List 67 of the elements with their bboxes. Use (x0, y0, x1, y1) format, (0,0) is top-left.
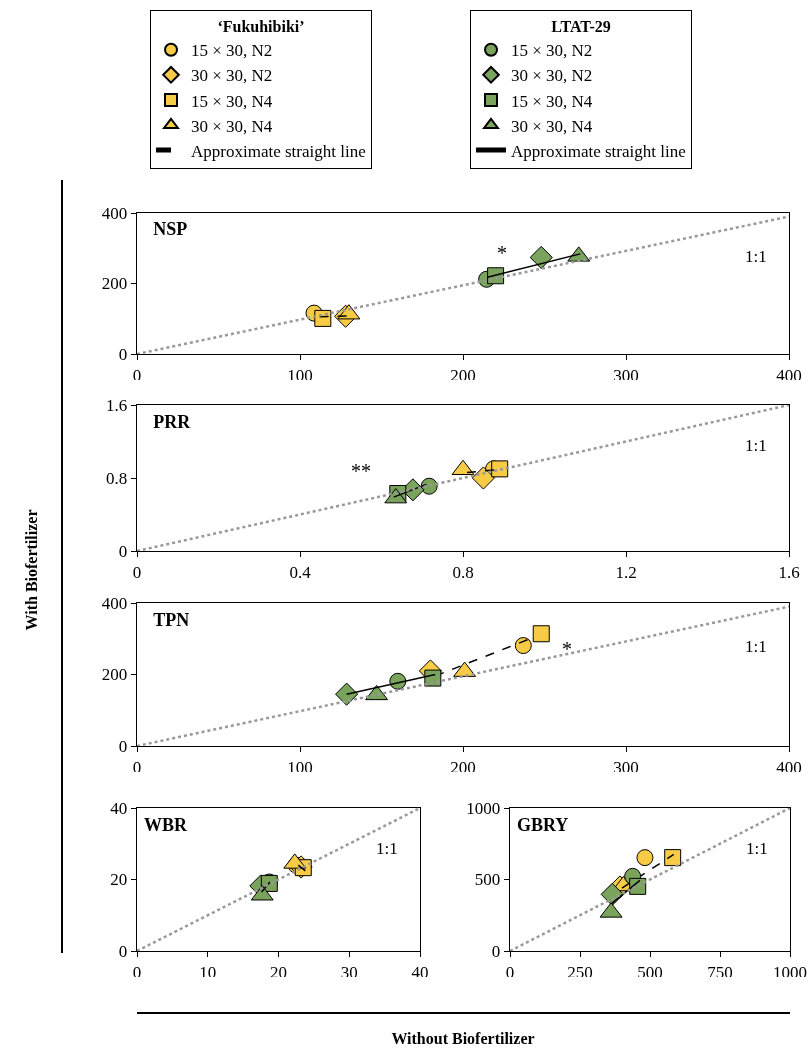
legend-label: 30 × 30, N2 (511, 66, 593, 86)
legend-label: 15 × 30, N2 (511, 41, 593, 61)
legend-label: 30 × 30, N4 (511, 116, 593, 136)
x-tick-label: 1.2 (615, 562, 637, 582)
x-tick-label: 500 (637, 962, 663, 982)
chart-title: WBR (144, 814, 189, 835)
x-tick-label: 0 (132, 962, 142, 982)
y-tick-label: 1.6 (106, 395, 128, 415)
y-tick-label: 0 (118, 541, 128, 561)
x-tick-label: 250 (567, 962, 593, 982)
y-axis-title: With Biofertilizer (23, 509, 41, 631)
y-tick-label: 400 (101, 203, 128, 223)
text: LTAT-29 (551, 18, 611, 36)
chart-title: NSP (153, 219, 188, 240)
annotation: * (497, 242, 507, 264)
legend-label: 15 × 30, N2 (191, 41, 273, 61)
chart-title: TPN (153, 609, 190, 630)
y-tick-label: 20 (110, 870, 128, 890)
y-tick-label: 0 (118, 941, 128, 961)
legend-label: 15 × 30, N4 (511, 91, 593, 111)
x-tick-label: 400 (776, 365, 802, 385)
x-tick-label: 100 (287, 365, 313, 385)
x-tick-label: 1.6 (778, 562, 800, 582)
x-tick-label: 0.4 (289, 562, 312, 582)
x-tick-label: 200 (450, 365, 476, 385)
x-axis-title: Without Biofertilizer (391, 1030, 535, 1048)
series-label: 1:1 (745, 247, 767, 266)
x-tick-label: 20 (270, 962, 287, 982)
annotation: ** (351, 460, 371, 482)
y-tick-label: 0 (118, 344, 128, 364)
legend-label: 30 × 30, N2 (191, 66, 273, 86)
x-tick-label: 750 (707, 962, 733, 982)
x-tick-label: 100 (287, 757, 313, 777)
chart-title: GBRY (517, 814, 569, 835)
annotation: * (562, 638, 572, 660)
x-tick-label: 0 (505, 962, 515, 982)
x-tick-label: 0 (132, 757, 142, 777)
y-tick-label: 500 (474, 870, 501, 890)
x-tick-label: 0 (132, 562, 142, 582)
legend-label: Approximate straight line (191, 141, 366, 161)
series-label: 1:1 (376, 839, 398, 858)
x-tick-label: 1000 (773, 962, 807, 982)
y-tick-label: 0 (491, 941, 501, 961)
legend-label: Approximate straight line (511, 141, 686, 161)
x-tick-label: 400 (776, 757, 802, 777)
series-label: 1:1 (745, 637, 767, 656)
x-tick-label: 200 (450, 757, 476, 777)
x-tick-label: 10 (199, 962, 217, 982)
x-tick-label: 300 (613, 365, 639, 385)
x-tick-label: 40 (411, 962, 429, 982)
legend-label: 30 × 30, N4 (191, 116, 273, 136)
y-tick-label: 0 (118, 736, 128, 756)
y-tick-label: 1000 (466, 798, 501, 818)
x-tick-label: 30 (340, 962, 358, 982)
y-tick-label: 40 (110, 798, 128, 818)
chart-title: PRR (153, 411, 192, 432)
y-tick-label: 0.8 (106, 468, 128, 488)
y-tick-label: 200 (101, 274, 128, 294)
y-tick-label: 200 (101, 665, 128, 685)
x-tick-label: 0.8 (452, 562, 474, 582)
series-label: 1:1 (745, 436, 767, 455)
x-tick-label: 300 (613, 757, 639, 777)
legend-label: 15 × 30, N4 (191, 91, 273, 111)
y-tick-label: 400 (101, 593, 128, 613)
series-label: 1:1 (746, 839, 768, 858)
x-tick-label: 0 (132, 365, 142, 385)
text: ‘Fukuhibiki’ (217, 18, 305, 36)
